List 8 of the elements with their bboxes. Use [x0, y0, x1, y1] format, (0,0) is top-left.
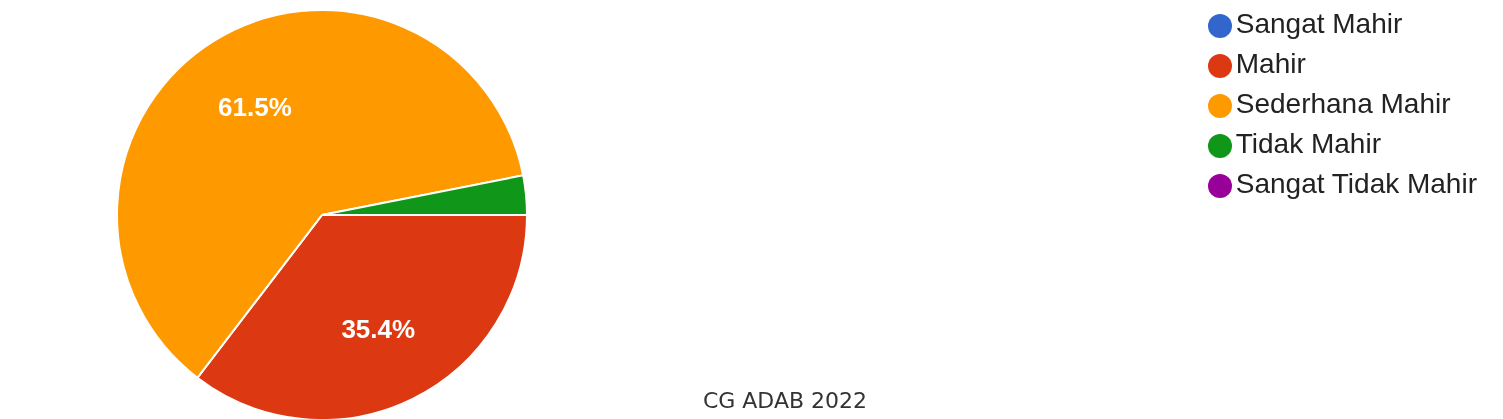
legend-label: Tidak Mahir: [1235, 128, 1381, 159]
legend-label: Sederhana Mahir: [1235, 88, 1451, 119]
data-label: 61.5%: [218, 92, 292, 123]
legend-label: Mahir: [1235, 48, 1306, 79]
legend-label: Sangat Mahir: [1235, 8, 1403, 39]
data-label: 35.4%: [341, 313, 416, 344]
legend-label: Sangat Tidak Mahir: [1235, 168, 1477, 199]
text: CG ADAB 2022: [701, 388, 869, 413]
